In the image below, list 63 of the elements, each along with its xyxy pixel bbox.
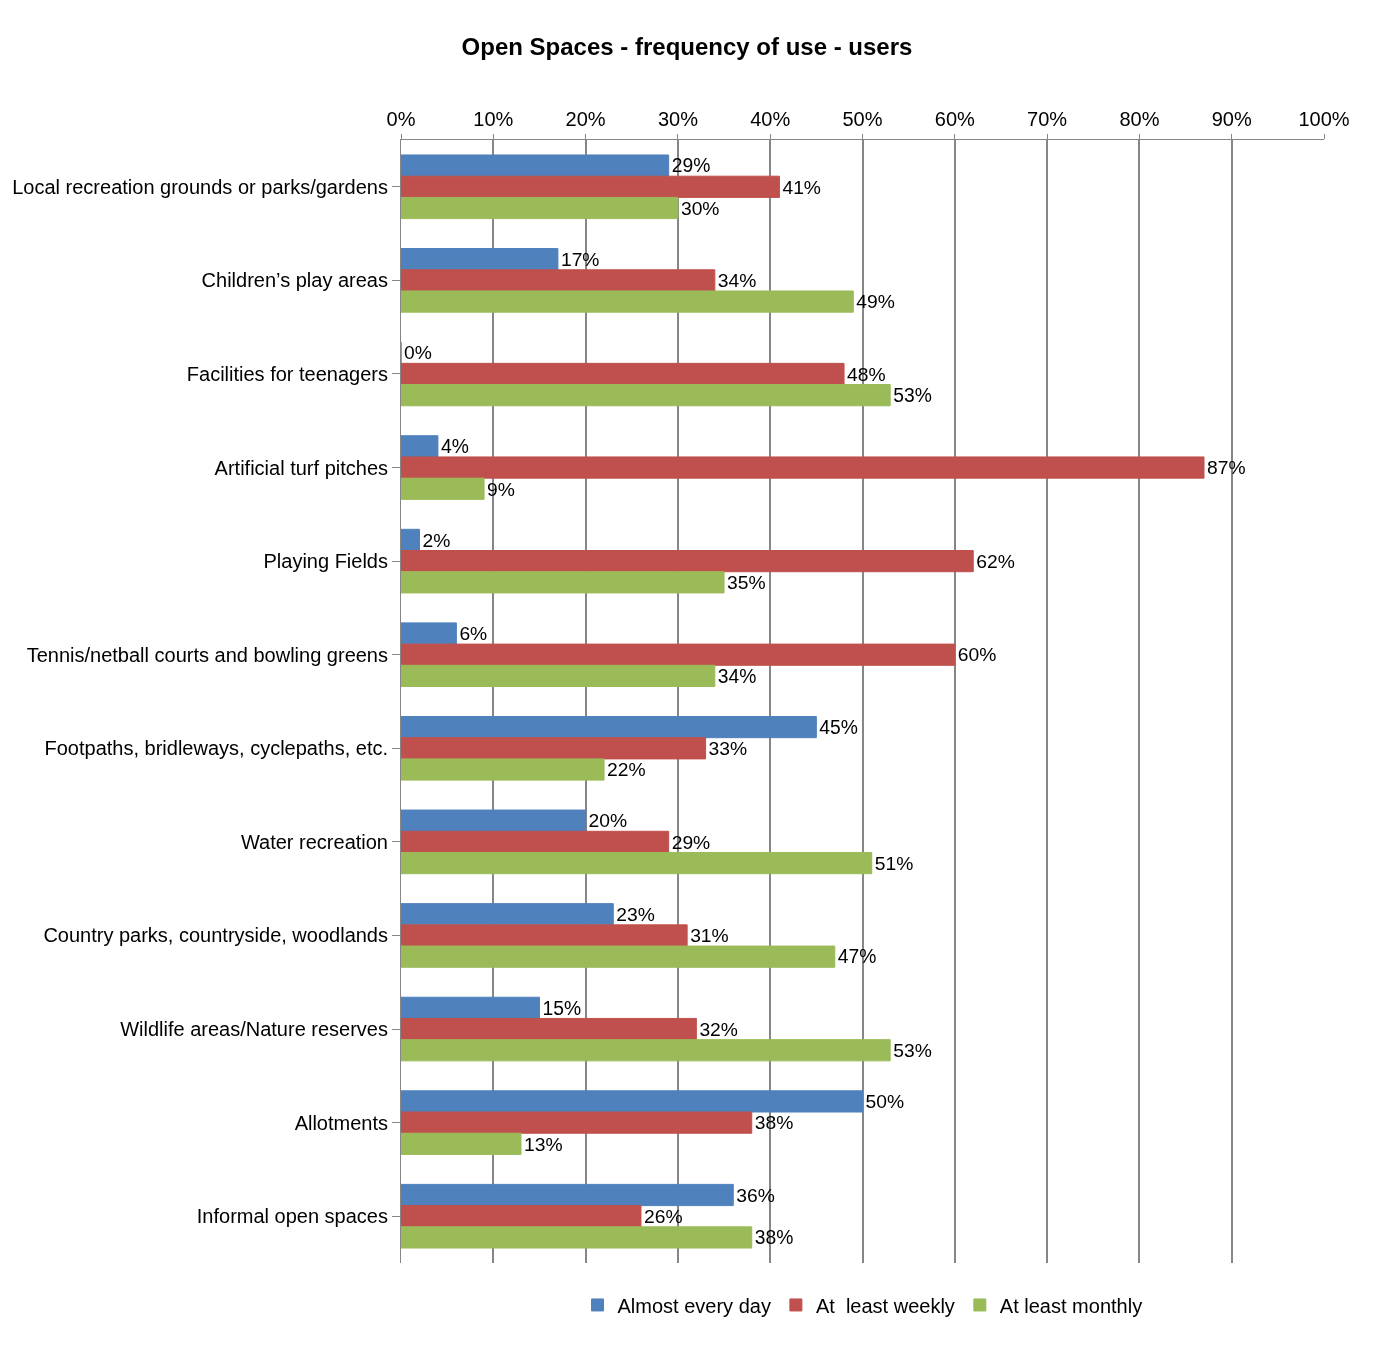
x-tick-label: 90% [1211,108,1252,130]
x-tick-label: 40% [750,108,791,130]
data-label: 6% [459,623,488,645]
y-tick-label: Informal open spaces [196,1205,388,1228]
data-label: 31% [690,925,729,947]
data-label: 34% [717,665,757,687]
data-label: 35% [727,572,766,594]
data-label: 45% [819,716,858,738]
data-label: 30% [680,197,720,219]
data-label: 22% [607,759,646,781]
data-label: 20% [588,810,628,832]
data-label: 29% [671,155,711,177]
data-label: 62% [976,550,1015,572]
data-label: 60% [957,644,997,666]
data-label: 13% [524,1133,563,1155]
chart-title: Open Spaces - frequency of use - users [461,32,913,60]
data-label: 47% [837,946,877,968]
y-tick-label: Children’s play areas [201,269,388,292]
data-label: 41% [782,176,822,198]
x-tick-label: 50% [842,108,883,130]
y-tick-label: Allotments [294,1111,388,1134]
data-label: 0% [404,342,432,364]
x-tick-label: 100% [1298,108,1350,130]
y-tick-label: Artificial turf pitches [214,456,388,479]
y-tick-label: Footpaths, bridleways, cyclepaths, etc. [44,737,388,760]
data-label: 17% [560,248,600,270]
y-tick-label: Country parks, countryside, woodlands [43,924,388,947]
data-label: 53% [893,1040,932,1061]
data-label: 2% [422,529,451,551]
data-label: 87% [1207,457,1246,479]
y-tick-label: Playing Fields [263,550,388,573]
data-label: 33% [708,738,748,760]
legend-label: At least monthly [999,1294,1143,1317]
data-label: 32% [699,1018,738,1040]
y-tick-label: Water recreation [240,830,388,853]
data-label: 51% [874,852,914,874]
x-tick-label: 70% [1027,108,1068,130]
legend-label: At least weekly [815,1294,955,1317]
data-label: 29% [671,831,711,853]
data-label: 38% [754,1112,794,1134]
data-label: 38% [754,1227,794,1249]
data-label: 4% [440,436,469,458]
data-label: 50% [865,1091,905,1113]
data-label: 34% [717,270,757,292]
data-label: 23% [616,903,655,925]
x-tick-label: 80% [1119,108,1160,130]
y-tick-label: Local recreation grounds or parks/gardens [12,175,388,198]
data-label: 48% [847,363,886,385]
y-tick-label: Facilities for teenagers [186,362,388,385]
data-label: 26% [644,1205,683,1227]
x-tick-label: 0% [386,108,416,130]
y-tick-label: Tennis/netball courts and bowling greens [26,643,388,666]
data-label: 36% [736,1184,775,1206]
x-tick-label: 30% [657,108,699,130]
data-label: 9% [487,478,515,500]
x-tick-label: 10% [473,108,514,130]
x-tick-label: 20% [565,108,606,130]
data-label: 15% [542,997,582,1019]
legend-label: Almost every day [617,1294,771,1317]
x-tick-label: 60% [934,108,976,130]
data-label: 49% [856,291,895,313]
y-tick-label: Wildlife areas/Nature reserves [120,1018,388,1041]
data-label: 53% [893,384,932,406]
